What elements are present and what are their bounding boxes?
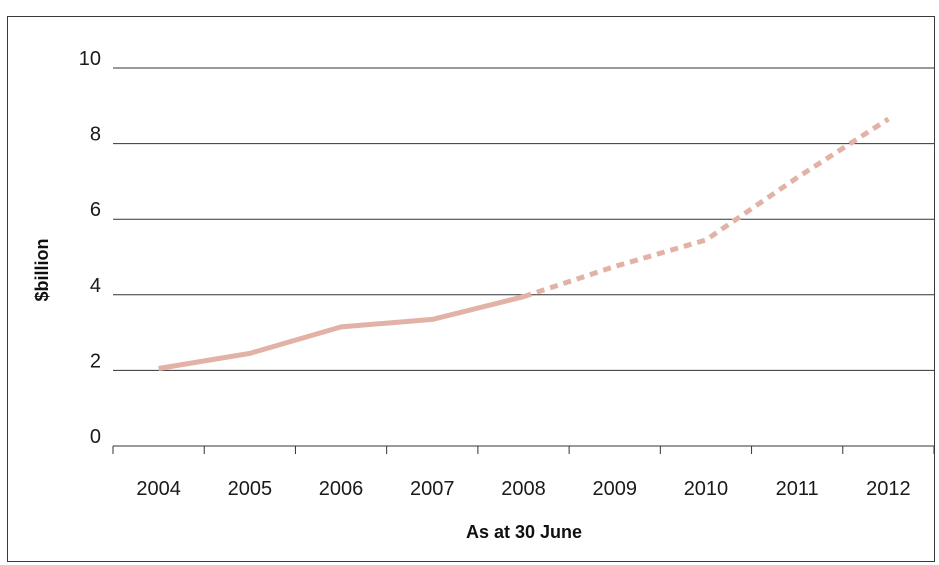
x-tick-labels: 2004 2005 2006 2007 2008 2009 2010 2011 2012 (136, 478, 910, 500)
x-tick-label: 2011 (776, 478, 819, 500)
x-tick-label: 2009 (592, 478, 637, 500)
series-line-projected (522, 116, 890, 300)
y-tick-label: 2 (90, 350, 101, 372)
x-axis (112, 445, 935, 454)
gridlines (113, 67, 934, 371)
series-line-actual (158, 294, 525, 371)
chart-frame (7, 16, 935, 562)
x-tick-label: 2012 (866, 478, 911, 500)
x-tick-label: 2010 (684, 478, 729, 500)
y-tick-labels: 0 2 4 6 8 10 (79, 48, 101, 448)
x-axis-title: As at 30 June (466, 522, 582, 542)
y-tick-label: 6 (90, 199, 101, 221)
y-tick-label: 8 (90, 124, 101, 146)
x-tick-label: 2008 (501, 478, 546, 500)
y-tick-label: 4 (90, 275, 101, 297)
x-tick-label: 2004 (136, 478, 181, 500)
x-tick-label: 2005 (228, 478, 273, 500)
y-axis-title: $billion (32, 239, 52, 302)
series-lines (158, 116, 890, 371)
y-tick-label: 0 (90, 426, 101, 448)
x-tick-label: 2006 (319, 478, 364, 500)
x-tick-label: 2007 (410, 478, 455, 500)
y-tick-label: 10 (79, 48, 101, 70)
